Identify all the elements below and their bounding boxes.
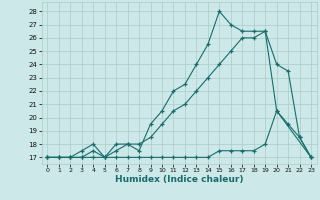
X-axis label: Humidex (Indice chaleur): Humidex (Indice chaleur) — [115, 175, 244, 184]
